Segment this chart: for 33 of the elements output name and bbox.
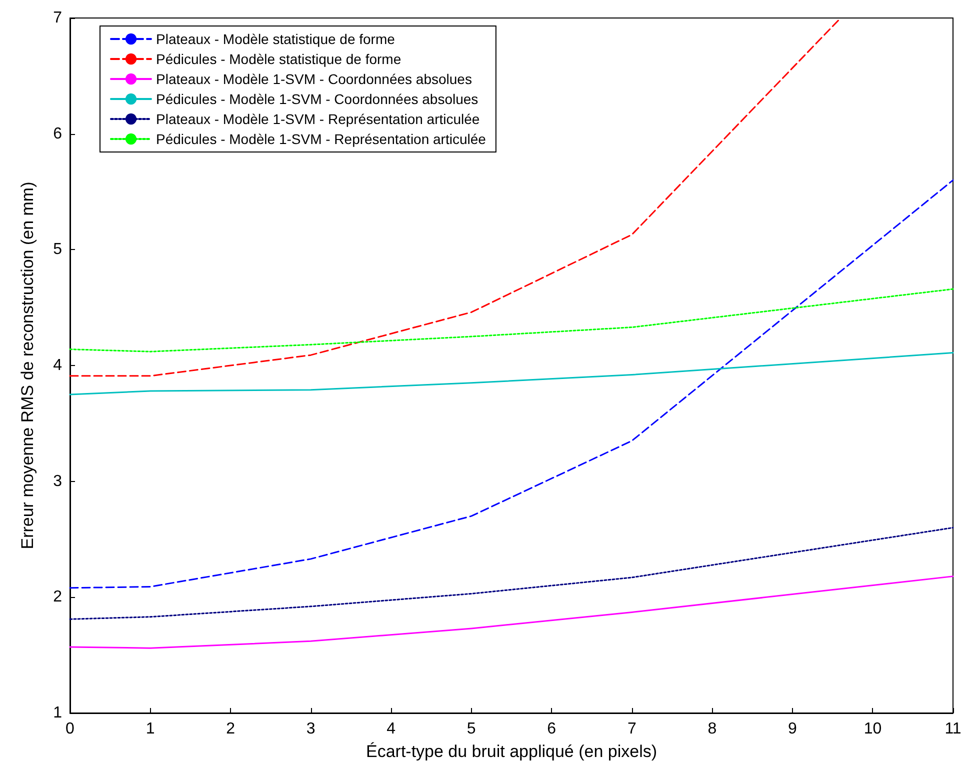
x-tick-label: 11	[944, 720, 962, 738]
line-series	[69, 526, 954, 620]
y-axis-title: Erreur moyenne RMS de reconstruction (en mm)	[18, 182, 37, 550]
x-tick-label: 8	[708, 720, 717, 738]
line-series	[69, 288, 954, 352]
line-series	[69, 179, 954, 589]
x-tick-label: 2	[226, 720, 236, 738]
y-tick-label: 1	[53, 704, 62, 722]
x-tick-label: 0	[66, 720, 75, 738]
x-tick-label: 5	[466, 720, 476, 738]
line-series	[69, 17, 842, 377]
y-tick-label: 2	[53, 588, 62, 606]
y-tick-label: 5	[53, 241, 62, 258]
legend-label: Pédicules - Modèle statistique de forme	[156, 51, 402, 67]
y-tick-label: 4	[53, 357, 62, 374]
x-tick-label: 6	[547, 720, 556, 738]
x-tick-label: 9	[788, 720, 797, 738]
x-tick-label: 3	[306, 720, 316, 738]
x-tick-label: 10	[864, 720, 882, 738]
line-series	[69, 576, 954, 649]
x-axis-title: Écart-type du bruit appliqué (en pixels)	[366, 742, 658, 761]
x-tick-label: 4	[386, 720, 396, 738]
y-tick-label: 7	[53, 10, 62, 26]
line-series	[69, 352, 954, 396]
legend-label: Plateaux - Modèle 1-SVM - Coordonnées absolues	[156, 71, 472, 87]
legend-label: Plateaux - Modèle statistique de forme	[156, 31, 396, 47]
legend-label: Pédicules - Modèle 1-SVM - Représentation articulée	[156, 131, 486, 147]
x-tick-label: 7	[627, 720, 636, 738]
legend-label: Pédicules - Modèle 1-SVM - Coordonnées absolues	[156, 91, 478, 107]
y-tick-label: 3	[53, 472, 62, 490]
legend-label: Plateaux - Modèle 1-SVM - Représentation articulée	[156, 111, 480, 127]
x-tick-label: 1	[146, 720, 155, 738]
y-tick-label: 6	[53, 125, 62, 142]
